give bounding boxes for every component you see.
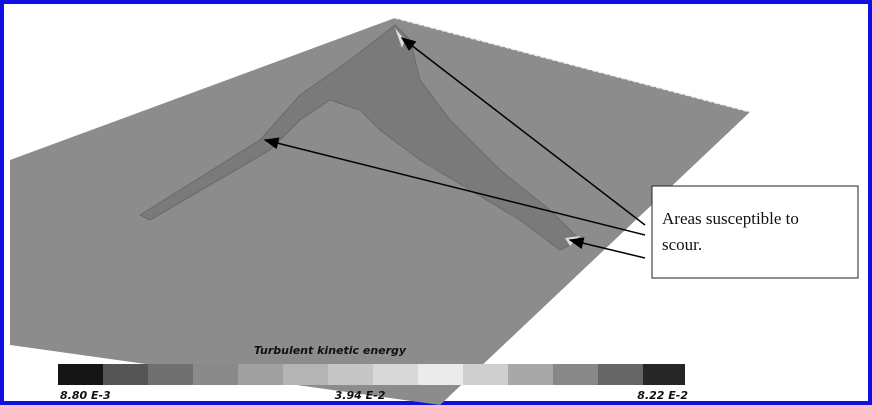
- callout-text: Areas susceptible to: [662, 209, 799, 228]
- legend-title: Turbulent kinetic energy: [254, 344, 407, 357]
- colorbar: [58, 364, 685, 385]
- figure: Areas susceptible to scour. Turbulent ki…: [0, 0, 872, 405]
- figure-canvas: Areas susceptible to scour. Turbulent ki…: [0, 0, 872, 405]
- callout-text: scour.: [662, 235, 702, 254]
- legend-label: 3.94 E-2: [335, 389, 386, 402]
- legend-label: 8.22 E-2: [637, 389, 688, 402]
- legend-label: 8.80 E-3: [60, 389, 111, 402]
- callout-box: [652, 186, 858, 278]
